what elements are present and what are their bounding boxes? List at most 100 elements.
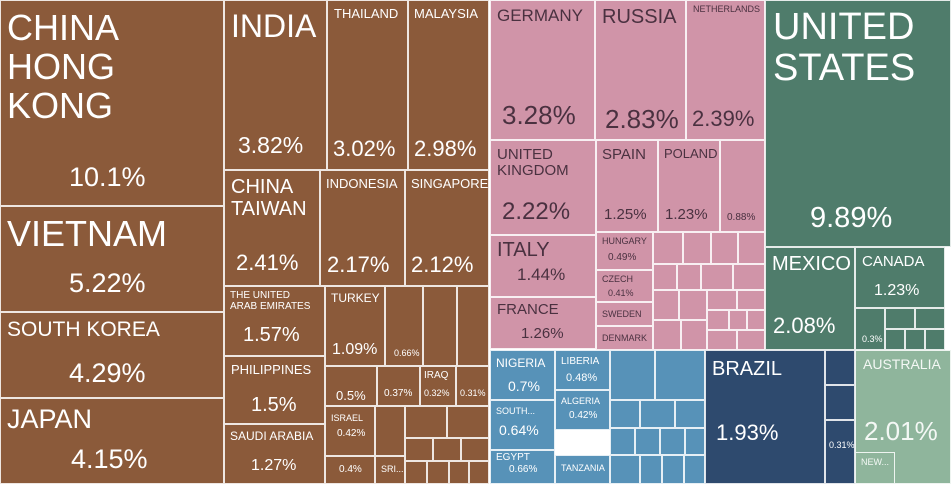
tile-label: SAUDI ARABIA	[230, 429, 314, 443]
treemap-tile[interactable]: ITALY 1.44%	[490, 235, 596, 297]
tile-label: FRANCE	[497, 301, 559, 318]
treemap-tile[interactable]: INDONESIA 2.17%	[320, 170, 405, 286]
treemap-tile[interactable]: GERMANY 3.28%	[490, 0, 595, 140]
treemap-tile[interactable]: 0.3%	[855, 308, 885, 350]
treemap-tile-small	[469, 461, 489, 484]
tile-label: CHINA HONG KONG	[7, 7, 120, 126]
treemap-tile[interactable]: NIGERIA 0.7%	[490, 350, 555, 400]
tile-value: 2.41%	[236, 250, 299, 275]
treemap-tile-small	[925, 329, 945, 350]
treemap-tile[interactable]: LIBERIA 0.48%	[555, 350, 610, 390]
treemap-tile[interactable]: CANADA 1.23%	[855, 247, 945, 308]
treemap-tile[interactable]: 0.88%	[720, 140, 765, 232]
tile-value: 0.88%	[727, 212, 756, 223]
tile-label: RUSSIA	[602, 6, 677, 28]
treemap-tile[interactable]: JAPAN 4.15%	[0, 398, 224, 484]
tile-value: 0.3%	[862, 334, 883, 344]
treemap-tile-small	[660, 428, 685, 455]
treemap-tile[interactable]: ISRAEL 0.42%	[325, 406, 375, 456]
treemap-tile[interactable]: VIETNAM 5.22%	[0, 206, 224, 312]
tile-label: JAPAN	[7, 404, 93, 434]
treemap-tile[interactable]: SINGAPORE 2.12%	[405, 170, 489, 286]
tile-value: 0.7%	[508, 378, 540, 394]
tile-value: 3.02%	[333, 136, 396, 161]
tile-value: 1.23%	[665, 206, 708, 223]
treemap-tile[interactable]: FRANCE 1.26%	[490, 297, 596, 349]
treemap-tile[interactable]: IRAQ 0.32%	[420, 366, 456, 406]
treemap-tile[interactable]: 0.66%	[385, 286, 423, 366]
treemap-tile[interactable]: 0.5%	[325, 366, 377, 406]
treemap-tile-small	[640, 455, 662, 484]
treemap-tile[interactable]: THE UNITED ARAB EMIRATES 1.57%	[224, 286, 325, 356]
treemap-tile[interactable]: TURKEY 1.09%	[325, 286, 385, 366]
treemap-tile[interactable]: 0.31%	[825, 420, 855, 484]
treemap-tile-small	[423, 286, 457, 366]
treemap-tile[interactable]: SPAIN 1.25%	[596, 140, 658, 232]
treemap-tile[interactable]: UNITED KINGDOM 2.22%	[490, 140, 596, 235]
treemap-tile-small	[701, 264, 733, 290]
treemap-tile-small	[711, 232, 738, 264]
treemap-tile[interactable]: SOUTH KOREA 4.29%	[0, 312, 224, 398]
treemap-tile[interactable]: INDIA 3.82%	[224, 0, 327, 170]
treemap-tile[interactable]: CZECH 0.41%	[596, 270, 653, 302]
tile-label: SPAIN	[602, 146, 646, 163]
treemap-tile[interactable]: NEW...	[855, 452, 895, 484]
tile-value: 2.12%	[411, 252, 474, 277]
tile-label: THAILAND	[334, 6, 399, 21]
treemap-tile-small	[653, 320, 681, 350]
treemap-tile[interactable]: POLAND 1.23%	[658, 140, 720, 232]
treemap-tile[interactable]: TANZANIA	[555, 455, 610, 484]
treemap-tile[interactable]: MALAYSIA 2.98%	[408, 0, 489, 170]
tile-label: HUNGARY	[602, 236, 647, 246]
treemap-tile-small	[885, 329, 905, 350]
tile-value: 0.42%	[569, 410, 598, 421]
treemap-tile[interactable]: 0.37%	[377, 366, 420, 406]
treemap-tile[interactable]: CHINA TAIWAN 2.41%	[224, 170, 320, 286]
treemap-tile-small	[610, 455, 640, 484]
treemap-tile-small	[433, 438, 461, 461]
treemap-tile[interactable]: BRAZIL 1.93%	[705, 350, 825, 484]
treemap-tile[interactable]: SWEDEN	[596, 302, 653, 326]
tile-value: 1.93%	[716, 420, 779, 445]
tile-value: 1.5%	[251, 394, 297, 416]
treemap-tile-small	[737, 330, 765, 350]
treemap-tile[interactable]: HUNGARY 0.49%	[596, 232, 653, 270]
treemap-tile-small	[915, 308, 945, 329]
treemap-tile-small	[707, 290, 737, 310]
treemap-tile[interactable]: CHINA HONG KONG 10.1%	[0, 0, 224, 206]
tile-value: 0.49%	[608, 252, 637, 263]
tile-label: CZECH	[602, 274, 633, 284]
tile-value: 0.66%	[394, 348, 420, 358]
treemap-tile[interactable]: UNITED STATES 9.89%	[765, 0, 951, 247]
treemap-tile[interactable]: DENMARK	[596, 326, 653, 350]
tile-label: TANZANIA	[561, 463, 605, 473]
tile-value: 0.32%	[424, 388, 450, 398]
tile-label: SOUTH KOREA	[7, 318, 160, 341]
treemap-tile[interactable]: ALGERIA 0.42%	[555, 390, 610, 430]
tile-value: 2.39%	[692, 106, 755, 131]
tile-value: 10.1%	[69, 162, 146, 192]
treemap-tile[interactable]: THAILAND 3.02%	[327, 0, 408, 170]
treemap-tile[interactable]: SRI...	[375, 456, 405, 484]
treemap-tile[interactable]: RUSSIA 2.83%	[595, 0, 686, 140]
tile-label: ALGERIA	[561, 396, 601, 406]
tile-value: 3.28%	[502, 100, 576, 130]
tile-value: 2.17%	[327, 252, 390, 277]
treemap-tile[interactable]: 0.4%	[325, 456, 375, 484]
tile-label: NIGERIA	[496, 356, 546, 370]
treemap-tile[interactable]: PHILIPPINES 1.5%	[224, 356, 325, 424]
treemap-tile-small	[707, 330, 737, 350]
treemap-tile-small	[405, 461, 427, 484]
treemap-tile-small	[653, 264, 677, 290]
tile-label: VIETNAM	[7, 213, 168, 254]
treemap-tile[interactable]: MEXICO 2.08%	[765, 247, 855, 350]
treemap-tile[interactable]: EGYPT 0.66%	[490, 450, 555, 484]
tile-label: NEW...	[861, 457, 890, 467]
treemap-tile[interactable]: 0.31%	[456, 366, 489, 406]
treemap-tile-small	[457, 286, 489, 366]
treemap-tile[interactable]: SOUTH... 0.64%	[490, 400, 555, 450]
treemap-tile[interactable]: SAUDI ARABIA 1.27%	[224, 424, 325, 484]
treemap-tile[interactable]: NETHERLANDS 2.39%	[686, 0, 765, 140]
treemap-tile-small	[684, 455, 705, 484]
